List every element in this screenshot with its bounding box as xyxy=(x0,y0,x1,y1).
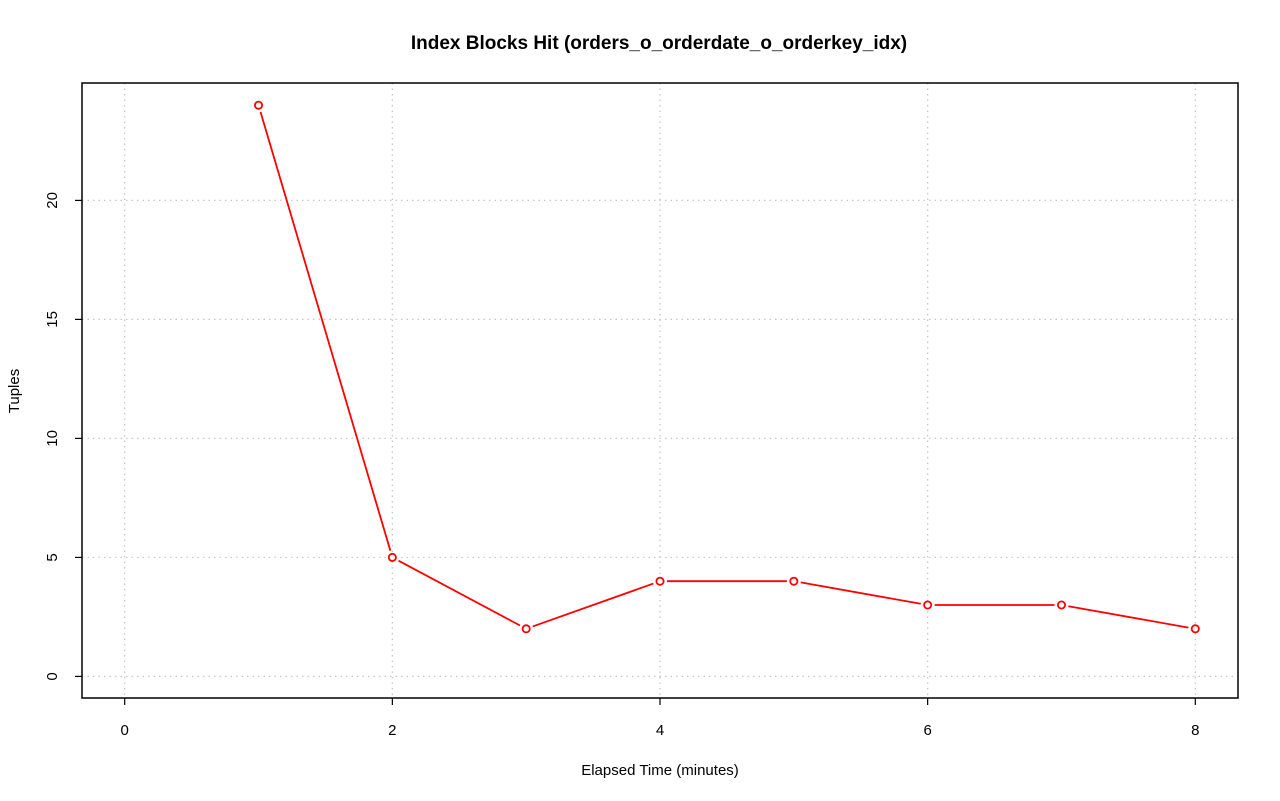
data-point xyxy=(789,576,799,586)
x-axis-label: Elapsed Time (minutes) xyxy=(581,762,739,779)
data-point xyxy=(254,100,264,110)
x-tick-label: 0 xyxy=(121,722,129,739)
y-tick-label: 5 xyxy=(44,553,61,561)
data-point xyxy=(1056,600,1066,610)
y-axis-label: Tuples xyxy=(6,369,23,413)
x-tick-label: 2 xyxy=(388,722,396,739)
series-layer xyxy=(254,100,1200,634)
y-axis: 0 5 10 15 20 xyxy=(44,192,82,681)
y-tick-label: 20 xyxy=(44,192,61,209)
x-tick-label: 8 xyxy=(1191,722,1199,739)
data-point xyxy=(1190,624,1200,634)
y-tick-label: 15 xyxy=(44,311,61,328)
data-point xyxy=(521,624,531,634)
series-line-segment xyxy=(1068,605,1189,629)
data-point xyxy=(923,600,933,610)
data-point xyxy=(655,576,665,586)
series-line-segment xyxy=(532,582,654,628)
x-tick-label: 4 xyxy=(656,722,664,739)
y-tick-label: 10 xyxy=(44,430,61,447)
grid xyxy=(82,83,1238,698)
data-point xyxy=(387,552,397,562)
series-line-segment xyxy=(398,559,521,627)
y-tick-label: 0 xyxy=(44,672,61,680)
series-line-segment xyxy=(259,111,392,551)
chart-title: Index Blocks Hit (orders_o_orderdate_o_o… xyxy=(411,33,907,54)
x-axis: 0 2 4 6 8 xyxy=(121,698,1199,739)
x-tick-label: 6 xyxy=(923,722,931,739)
series-line-segment xyxy=(800,581,921,605)
